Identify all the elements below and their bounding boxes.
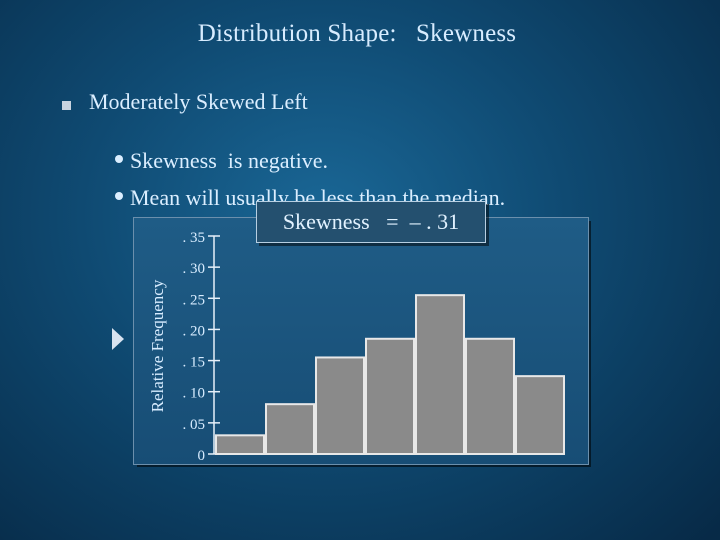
slide-title: Distribution Shape: Skewness: [197, 20, 517, 47]
histogram-bar: [365, 337, 415, 455]
subbullet-1: Skewness is negative.: [104, 122, 328, 174]
y-tick-label: . 25: [183, 292, 206, 308]
histogram-bar: [515, 375, 565, 455]
bullet-square-icon: [62, 101, 71, 110]
y-tick-label: . 15: [183, 355, 206, 371]
bullet-heading: Moderately Skewed Left: [89, 89, 308, 114]
y-tick-label: . 30: [183, 261, 206, 277]
y-tick-label: . 10: [183, 386, 206, 402]
subbullet-2-text: Mean will usually be less than the media…: [130, 185, 506, 210]
subbullet-2: Mean will usually be less than the media…: [104, 159, 505, 211]
histogram-bar: [315, 356, 365, 456]
pointer-arrow-icon: [112, 328, 124, 350]
skewness-annotation: Skewness = – . 31: [256, 201, 486, 243]
y-tick-label: . 35: [183, 230, 206, 246]
histogram-bar: [465, 337, 515, 455]
y-tick-label: . 05: [183, 417, 206, 433]
bullet-dot-icon: [115, 192, 123, 200]
histogram-bar: [265, 403, 315, 455]
y-tick-label: . 20: [183, 323, 206, 339]
subbullet-1-text: Skewness is negative.: [130, 148, 328, 173]
bullet-dot-icon: [115, 155, 123, 163]
y-tick-label: 0: [198, 448, 206, 464]
histogram-bar: [415, 294, 465, 455]
histogram-bar: [215, 434, 265, 456]
